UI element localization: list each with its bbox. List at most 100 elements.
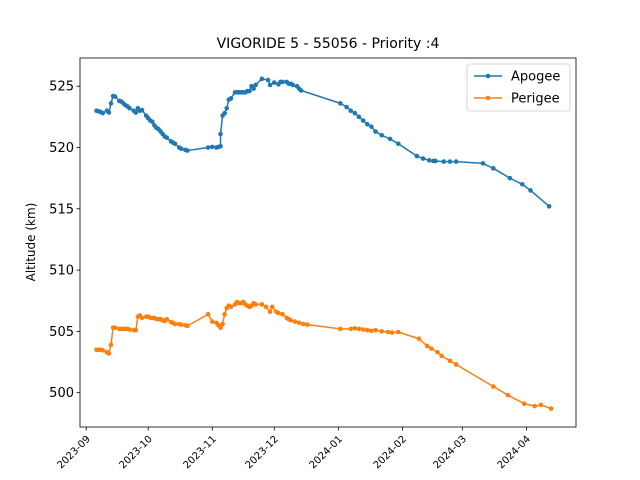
perigee-data-point <box>429 346 434 351</box>
perigee-data-point <box>439 353 444 359</box>
perigee-data-point <box>491 384 496 389</box>
apogee-data-point <box>106 110 112 115</box>
apogee-data-point <box>480 161 486 166</box>
apogee-data-point <box>108 101 114 106</box>
perigee-data-point <box>106 351 112 356</box>
apogee-data-point <box>491 166 496 171</box>
perigee-data-point <box>395 329 401 335</box>
apogee-data-point <box>228 96 234 101</box>
perigee-data-point <box>435 349 440 355</box>
perigee-data-point <box>222 311 227 317</box>
apogee-data-point <box>290 82 296 88</box>
apogee-data-point <box>222 110 227 116</box>
apogee-data-point <box>453 159 459 164</box>
apogee-data-point <box>433 158 438 164</box>
y-tick-label: 510 <box>49 264 74 279</box>
perigee-data-point <box>369 328 374 334</box>
perigee-data-point <box>218 325 223 331</box>
apogee-data-point <box>150 119 155 125</box>
perigee-data-point <box>360 327 366 332</box>
apogee-data-point <box>100 110 106 116</box>
apogee-data-point <box>364 121 370 127</box>
apogee-data-point <box>172 141 178 147</box>
perigee-data-point <box>108 342 114 348</box>
apogee-data-point <box>139 107 145 113</box>
apogee-data-point <box>224 105 230 111</box>
perigee-data-point <box>253 302 258 307</box>
apogee-data-point <box>420 156 426 161</box>
apogee-data-point <box>528 188 533 193</box>
axes-frame <box>79 57 577 428</box>
apogee-data-point <box>546 204 552 209</box>
perigee-data-point <box>296 320 302 326</box>
perigee-data-point <box>133 327 139 333</box>
perigee-data-point <box>379 329 385 334</box>
perigee-data-point <box>228 304 234 310</box>
apogee-data-point <box>379 132 385 138</box>
apogee-data-point <box>519 181 525 187</box>
perigee-data-point <box>178 322 184 327</box>
perigee-data-point <box>172 321 178 327</box>
apogee-data-point <box>133 110 139 115</box>
perigee-data-point <box>305 322 310 327</box>
chart-title: VIGORIDE 5 - 55056 - Priority :4 <box>217 36 440 52</box>
apogee-data-point <box>271 80 277 85</box>
perigee-data-point <box>424 343 430 349</box>
perigee-data-point <box>269 304 275 310</box>
apogee-data-point <box>298 88 304 93</box>
perigee-data-point <box>538 402 544 408</box>
perigee-data-point <box>364 327 370 333</box>
legend-apogee-label: Apogee <box>511 70 560 85</box>
y-tick-label: 525 <box>49 80 74 95</box>
perigee-data-point <box>416 336 422 342</box>
apogee-data-point <box>373 129 378 134</box>
apogee-data-point <box>360 118 366 123</box>
apogee-data-point <box>218 131 223 137</box>
apogee-data-point <box>338 101 343 106</box>
apogee-data-point <box>447 159 453 164</box>
apogee-data-point <box>387 136 393 142</box>
apogee-data-point <box>247 88 252 94</box>
perigee-data-point <box>263 304 269 310</box>
apogee-data-point <box>280 79 285 85</box>
perigee-data-point <box>139 315 145 321</box>
perigee-data-point <box>209 319 215 324</box>
apogee-data-point <box>251 86 256 91</box>
perigee-data-point <box>505 392 511 398</box>
perigee-data-point <box>127 327 132 332</box>
apogee-data-point <box>267 82 273 88</box>
apogee-data-point <box>395 141 401 147</box>
perigee-data-point <box>100 348 106 353</box>
perigee-data-point <box>389 330 395 335</box>
apogee-data-point <box>112 94 118 99</box>
apogee-data-point <box>178 146 184 152</box>
perigee-data-point <box>267 309 273 315</box>
legend: Apogee Perigee <box>466 63 571 112</box>
apogee-data-point <box>507 175 513 181</box>
legend-apogee-marker <box>485 73 491 79</box>
perigee-data-point <box>352 326 358 331</box>
apogee-data-point <box>356 114 362 120</box>
apogee-data-point <box>209 144 215 150</box>
y-axis: 500 505 510 515 520 525 <box>49 80 80 401</box>
apogee-data-point <box>205 145 211 150</box>
perigee-data-point <box>259 302 265 307</box>
perigee-data-point <box>385 329 391 335</box>
perigee-data-point <box>220 321 225 327</box>
apogee-data-point <box>185 148 190 153</box>
apogee-data-point <box>218 143 223 149</box>
apogee-data-point <box>259 76 265 82</box>
perigee-data-point <box>205 311 211 317</box>
perigee-data-point <box>532 403 537 409</box>
apogee-data-point <box>164 135 170 140</box>
perigee-data-point <box>453 362 459 367</box>
legend-perigee-label: Perigee <box>511 92 560 107</box>
perigee-data-point <box>338 326 343 332</box>
perigee-data-point <box>522 401 527 407</box>
y-tick-label: 515 <box>49 202 74 217</box>
perigee-data-point <box>292 319 298 324</box>
perigee-data-point <box>356 326 362 332</box>
apogee-data-point <box>369 124 374 129</box>
y-tick-label: 505 <box>49 325 74 340</box>
